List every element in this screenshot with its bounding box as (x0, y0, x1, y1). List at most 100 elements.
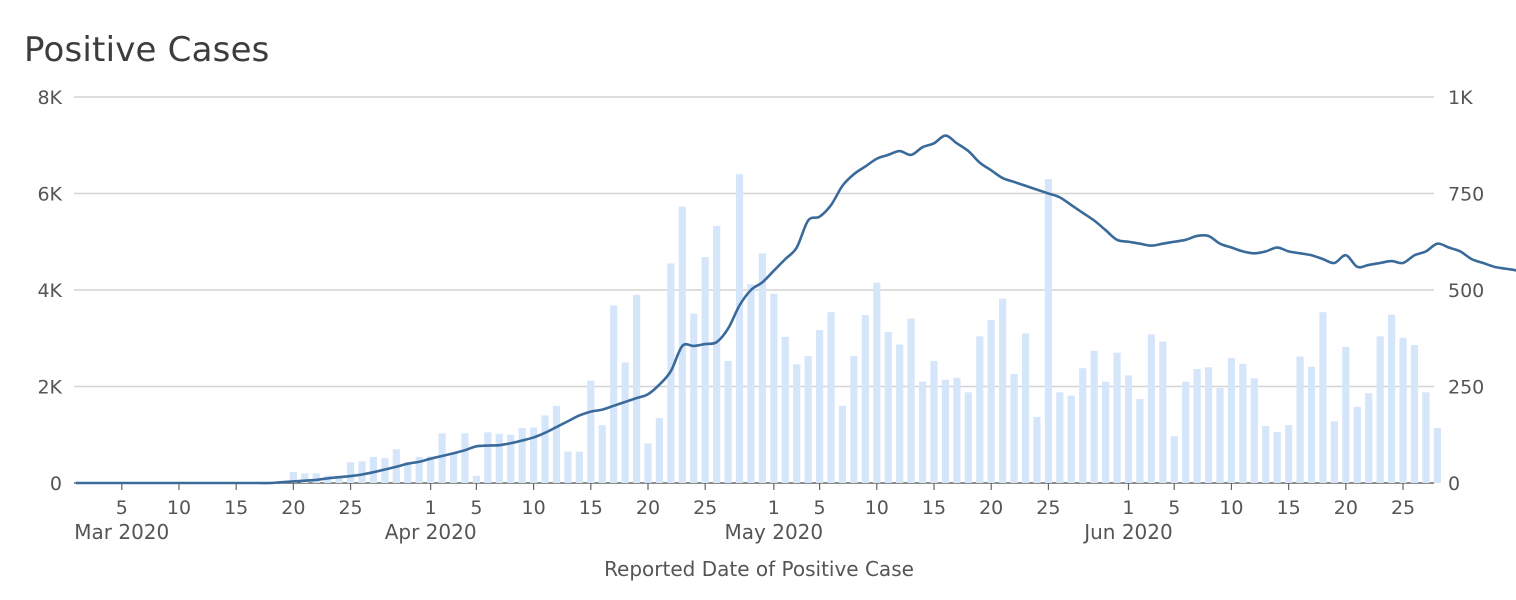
bar (335, 475, 343, 483)
bar (369, 456, 378, 483)
bar (404, 462, 412, 483)
bar (552, 405, 561, 483)
bar (976, 336, 984, 483)
bar (495, 433, 503, 483)
x-tick-label: 1 (768, 497, 780, 519)
bar (941, 379, 950, 483)
bar (690, 313, 698, 483)
bar (472, 475, 480, 483)
bar (1010, 373, 1018, 483)
y-left-tick-label: 4K (37, 280, 62, 302)
bar (1147, 334, 1155, 483)
bar (1136, 399, 1144, 483)
x-axis-title: Reported Date of Positive Case (604, 557, 914, 581)
bar (587, 380, 595, 483)
bar (838, 405, 847, 483)
bar (953, 377, 961, 483)
bar (541, 415, 549, 483)
y-left-tick-label: 8K (37, 87, 62, 109)
y-right-tick-label: 1K (1448, 87, 1473, 109)
x-month-label: Jun 2020 (1082, 520, 1173, 544)
bar (999, 298, 1007, 483)
bar (484, 432, 492, 483)
bar (358, 461, 366, 483)
bar (507, 434, 515, 483)
bar (289, 471, 297, 483)
bar (301, 473, 309, 483)
x-month-label: Mar 2020 (74, 520, 169, 544)
y-left-tick-label: 0 (50, 473, 62, 495)
bar (1204, 367, 1213, 483)
bar (1021, 333, 1030, 483)
bar (804, 356, 812, 483)
bar (1285, 425, 1293, 483)
bar (1273, 431, 1281, 483)
bar (1330, 421, 1338, 483)
bar (1044, 179, 1052, 483)
x-tick-label: 10 (522, 497, 546, 519)
bar (724, 360, 732, 483)
bar (701, 257, 709, 483)
x-tick-label: 10 (865, 497, 889, 519)
x-tick-label: 20 (281, 497, 305, 519)
bar (793, 364, 801, 483)
bar (1353, 406, 1361, 483)
bar (346, 462, 355, 483)
bar (884, 331, 892, 483)
bar (438, 433, 446, 483)
x-tick-label: 25 (338, 497, 362, 519)
bar (1113, 352, 1121, 483)
bar (861, 315, 869, 483)
bar (449, 453, 458, 483)
bar (644, 443, 652, 483)
bar (827, 312, 835, 483)
bar (1124, 375, 1133, 483)
bar (1296, 356, 1304, 483)
bar (907, 318, 915, 483)
bar (610, 305, 618, 483)
bar (1056, 392, 1064, 483)
x-tick-label: 25 (1391, 497, 1415, 519)
bar (930, 360, 938, 483)
bar (1376, 336, 1384, 483)
bar (1033, 416, 1041, 483)
y-left-tick-label: 2K (37, 377, 62, 399)
x-month-label: Apr 2020 (385, 520, 477, 544)
bar (1410, 345, 1419, 483)
x-tick-label: 5 (1168, 497, 1180, 519)
bar (461, 433, 469, 483)
bar (427, 456, 435, 483)
bar (598, 425, 606, 483)
bar (1388, 314, 1396, 483)
bar (655, 417, 664, 483)
bar (1182, 381, 1190, 483)
bar (1067, 395, 1075, 483)
x-tick-label: 25 (1036, 497, 1060, 519)
y-right-tick-label: 0 (1448, 473, 1460, 495)
x-tick-label: 20 (636, 497, 660, 519)
bar (896, 344, 904, 483)
x-tick-label: 25 (693, 497, 717, 519)
bar (816, 330, 824, 483)
bar (1216, 387, 1224, 483)
bar (632, 294, 641, 483)
x-tick-label: 15 (579, 497, 603, 519)
bar (1079, 368, 1087, 483)
x-tick-label: 1 (425, 497, 437, 519)
x-month-label: May 2020 (725, 520, 824, 544)
chart-title: Positive Cases (24, 30, 270, 70)
y-right-tick-label: 250 (1448, 377, 1484, 399)
x-tick-label: 5 (470, 497, 482, 519)
x-tick-label: 1 (1122, 497, 1134, 519)
bar (1102, 381, 1110, 483)
bar (564, 451, 572, 483)
line-series (75, 134, 1516, 485)
x-tick-label: 15 (1277, 497, 1301, 519)
bar (1193, 369, 1201, 483)
bar (1170, 436, 1178, 483)
x-tick-label: 5 (814, 497, 826, 519)
bar (1422, 392, 1430, 483)
bar (575, 451, 583, 483)
